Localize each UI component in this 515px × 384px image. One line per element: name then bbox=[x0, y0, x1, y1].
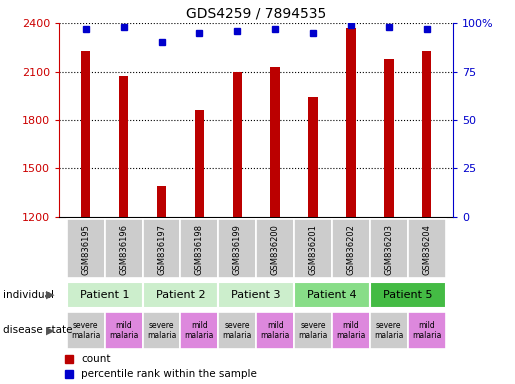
Bar bbox=[270, 67, 280, 217]
Bar bbox=[67, 219, 105, 278]
Bar bbox=[422, 51, 432, 217]
Bar bbox=[105, 219, 143, 278]
Bar bbox=[143, 282, 218, 308]
Text: severe
malaria: severe malaria bbox=[374, 321, 403, 340]
Bar bbox=[294, 312, 332, 349]
Bar bbox=[81, 51, 91, 217]
Text: severe
malaria: severe malaria bbox=[298, 321, 328, 340]
Bar bbox=[218, 219, 256, 278]
Text: mild
malaria: mild malaria bbox=[185, 321, 214, 340]
Text: Patient 5: Patient 5 bbox=[383, 290, 433, 300]
Bar bbox=[218, 282, 294, 308]
Text: GSM836202: GSM836202 bbox=[347, 224, 355, 275]
Text: Patient 1: Patient 1 bbox=[80, 290, 129, 300]
Bar bbox=[67, 282, 143, 308]
Text: GSM836203: GSM836203 bbox=[384, 224, 393, 275]
Text: GSM836204: GSM836204 bbox=[422, 224, 431, 275]
Text: GSM836198: GSM836198 bbox=[195, 224, 204, 275]
Text: GSM836195: GSM836195 bbox=[81, 224, 90, 275]
Bar bbox=[384, 59, 393, 217]
Text: GSM836199: GSM836199 bbox=[233, 224, 242, 275]
Text: GSM836201: GSM836201 bbox=[308, 224, 318, 275]
Text: Patient 3: Patient 3 bbox=[231, 290, 281, 300]
Bar bbox=[195, 110, 204, 217]
Text: Patient 4: Patient 4 bbox=[307, 290, 357, 300]
Text: ▶: ▶ bbox=[45, 290, 54, 300]
Text: GSM836200: GSM836200 bbox=[271, 224, 280, 275]
Bar bbox=[143, 312, 180, 349]
Bar bbox=[256, 312, 294, 349]
Bar bbox=[67, 312, 105, 349]
Bar bbox=[143, 219, 180, 278]
Text: mild
malaria: mild malaria bbox=[336, 321, 366, 340]
Text: individual: individual bbox=[3, 290, 54, 300]
Text: GSM836197: GSM836197 bbox=[157, 224, 166, 275]
Bar bbox=[332, 312, 370, 349]
Bar bbox=[370, 219, 408, 278]
Bar bbox=[180, 312, 218, 349]
Bar bbox=[346, 28, 356, 217]
Bar bbox=[256, 219, 294, 278]
Text: severe
malaria: severe malaria bbox=[222, 321, 252, 340]
Bar bbox=[408, 219, 445, 278]
Text: ▶: ▶ bbox=[45, 325, 54, 335]
Text: severe
malaria: severe malaria bbox=[147, 321, 176, 340]
Bar bbox=[294, 282, 370, 308]
Text: mild
malaria: mild malaria bbox=[109, 321, 139, 340]
Bar bbox=[233, 72, 242, 217]
Text: mild
malaria: mild malaria bbox=[412, 321, 441, 340]
Bar bbox=[408, 312, 445, 349]
Text: count: count bbox=[81, 354, 110, 364]
Bar bbox=[308, 98, 318, 217]
Text: severe
malaria: severe malaria bbox=[71, 321, 100, 340]
Title: GDS4259 / 7894535: GDS4259 / 7894535 bbox=[186, 7, 327, 20]
Text: percentile rank within the sample: percentile rank within the sample bbox=[81, 369, 257, 379]
Text: Patient 2: Patient 2 bbox=[156, 290, 205, 300]
Bar bbox=[370, 312, 408, 349]
Bar bbox=[370, 282, 445, 308]
Bar bbox=[119, 76, 128, 217]
Bar bbox=[157, 186, 166, 217]
Bar bbox=[218, 312, 256, 349]
Bar bbox=[332, 219, 370, 278]
Bar bbox=[105, 312, 143, 349]
Text: mild
malaria: mild malaria bbox=[261, 321, 290, 340]
Bar bbox=[294, 219, 332, 278]
Text: disease state: disease state bbox=[3, 325, 72, 335]
Text: GSM836196: GSM836196 bbox=[119, 224, 128, 275]
Bar bbox=[180, 219, 218, 278]
